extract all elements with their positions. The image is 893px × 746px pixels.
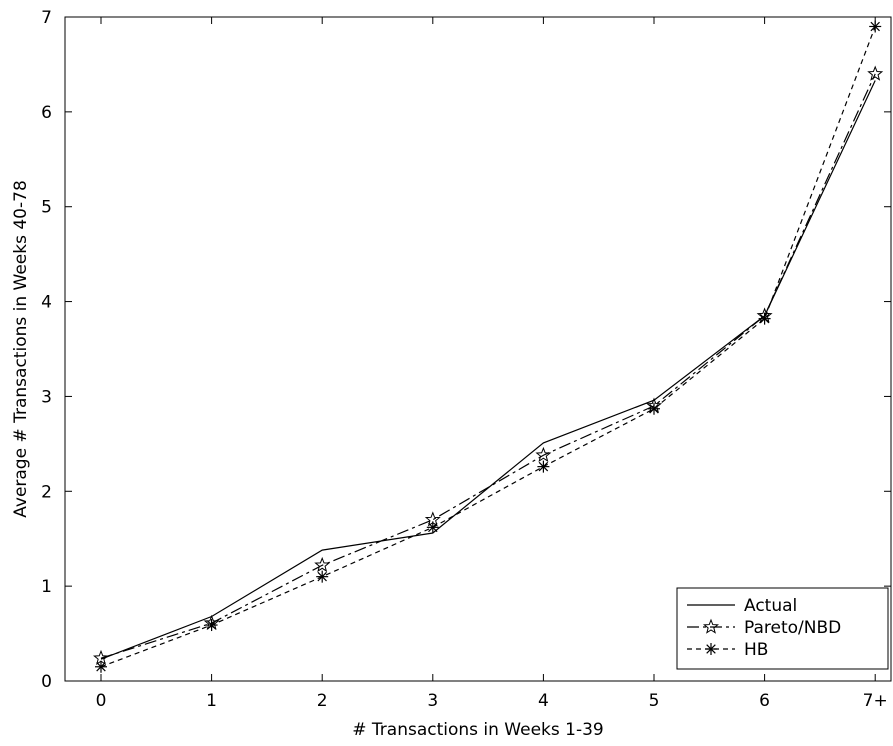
y-tick-label: 7 [41,8,52,28]
x-tick-label: 3 [427,691,438,711]
y-tick-label: 1 [41,577,52,597]
data-point-hb [205,619,218,632]
data-point-pareto-nbd [867,65,884,81]
x-axis-label: # Transactions in Weeks 1-39 [352,720,603,740]
y-tick-label: 0 [41,672,52,692]
data-point-pareto-nbd [314,556,331,573]
data-point-hb [95,660,107,673]
data-point-hb [869,20,882,33]
y-axis-label: Average # Transactions in Weeks 40-78 [11,180,31,518]
y-tick-label: 2 [41,482,52,502]
x-tick-label: 2 [317,691,328,711]
series-layer [93,20,884,673]
legend-label-actual: Actual [744,596,797,616]
legend-box [676,587,889,670]
x-tick-label: 1 [206,691,217,711]
x-tick-label: 4 [538,691,549,711]
y-tick-label: 5 [41,198,52,218]
series-line-pareto-nbd [100,73,876,659]
axis-ticks: 0 1 2 3 4 5 6 7 0 1 2 3 4 5 6 7+ [41,8,891,711]
x-tick-label: 6 [759,691,770,711]
data-point-hb [537,460,550,473]
y-tick-label: 3 [41,387,52,407]
y-tick-label: 4 [41,293,52,313]
x-tick-label: 7+ [863,691,888,711]
data-point-hb [316,570,329,583]
data-point-pareto-nbd [535,446,552,463]
data-point-hb [758,312,771,325]
legend-marker-pareto-nbd [703,618,719,634]
legend-marker-hb [705,643,717,655]
legend-label-hb: HB [744,640,768,660]
plot-area [64,16,892,682]
x-tick-label: 5 [649,691,660,711]
y-tick-label: 6 [41,103,52,123]
data-point-hb [648,402,660,415]
x-tick-label: 0 [96,691,107,711]
legend-label-pareto-nbd: Pareto/NBD [744,618,841,638]
data-point-hb [426,521,439,534]
series-line-hb [100,26,876,668]
